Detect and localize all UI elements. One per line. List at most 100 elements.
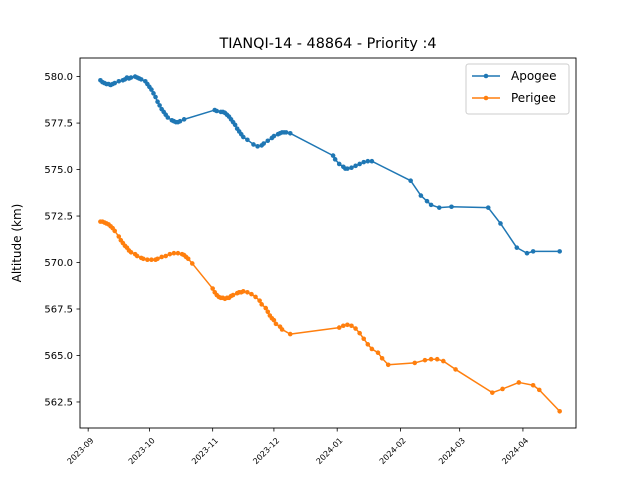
data-point-perigee <box>265 309 271 315</box>
data-point-perigee <box>230 292 236 298</box>
y-tick-label: 570.0 <box>44 258 73 269</box>
data-point-apogee <box>240 134 246 140</box>
y-axis-label: Altitude (km) <box>10 204 24 283</box>
data-point-perigee <box>116 234 122 239</box>
data-point-apogee <box>165 115 171 120</box>
y-tick-label: 577.5 <box>44 119 73 130</box>
y-tick-label: 572.5 <box>44 212 73 223</box>
data-point-perigee <box>287 331 293 337</box>
data-point-perigee <box>500 386 505 392</box>
legend-label: Apogee <box>511 69 557 83</box>
data-point-perigee <box>145 257 150 263</box>
legend-label: Perigee <box>511 91 556 105</box>
data-point-perigee <box>365 342 371 347</box>
y-tick-label: 565.0 <box>44 351 73 362</box>
y-axis: 562.5 565.0 567.5 570.0 572.5 575.0 577.5 580.0 <box>44 72 80 408</box>
data-point-perigee <box>412 360 418 366</box>
legend-swatch-marker <box>483 73 489 79</box>
data-point-perigee <box>453 367 458 372</box>
plot-series-group <box>98 74 562 414</box>
data-point-apogee <box>214 108 220 114</box>
data-point-apogee <box>265 138 271 144</box>
data-point-apogee <box>232 122 238 128</box>
data-point-perigee <box>336 325 342 330</box>
data-point-apogee <box>255 144 260 149</box>
data-point-apogee <box>128 75 134 80</box>
data-point-apogee <box>557 249 562 254</box>
data-point-apogee <box>271 133 277 139</box>
data-point-perigee <box>361 336 367 342</box>
data-point-perigee <box>341 323 346 329</box>
y-tick-label: 580.0 <box>44 72 73 83</box>
series-apogee <box>98 74 562 256</box>
data-point-perigee <box>128 250 134 255</box>
legend-item-apogee: Apogee <box>472 69 557 83</box>
data-point-perigee <box>490 390 495 395</box>
data-point-perigee <box>253 294 258 300</box>
data-point-perigee <box>279 327 285 332</box>
data-point-apogee <box>155 99 160 104</box>
data-point-perigee <box>189 261 195 266</box>
data-point-apogee <box>138 77 144 82</box>
data-point-perigee <box>163 253 169 259</box>
data-point-perigee <box>353 326 358 331</box>
series-perigee <box>98 219 562 414</box>
data-point-apogee <box>357 161 362 167</box>
data-point-perigee <box>149 257 154 263</box>
data-point-apogee <box>157 103 162 108</box>
data-point-apogee <box>177 118 183 124</box>
data-point-apogee <box>149 87 154 92</box>
data-point-perigee <box>349 323 354 329</box>
data-point-perigee <box>441 358 446 364</box>
data-point-perigee <box>210 286 215 291</box>
data-point-apogee <box>498 221 503 226</box>
data-point-apogee <box>116 78 122 84</box>
data-point-perigee <box>530 382 536 388</box>
data-point-perigee <box>557 408 562 414</box>
data-point-apogee <box>361 159 367 165</box>
data-point-apogee <box>112 80 117 86</box>
data-point-perigee <box>259 302 264 307</box>
data-point-perigee <box>155 256 160 262</box>
data-point-perigee <box>140 256 146 262</box>
data-point-perigee <box>369 346 375 352</box>
data-point-perigee <box>379 355 385 361</box>
data-point-perigee <box>185 256 191 262</box>
data-point-perigee <box>257 298 262 303</box>
data-point-perigee <box>273 321 279 327</box>
data-point-apogee <box>418 193 424 198</box>
data-point-apogee <box>283 130 289 135</box>
data-point-perigee <box>171 250 177 256</box>
data-point-apogee <box>485 205 491 210</box>
data-point-apogee <box>514 245 520 250</box>
data-point-apogee <box>530 249 536 254</box>
data-point-apogee <box>245 137 250 143</box>
data-point-apogee <box>345 166 350 171</box>
data-point-apogee <box>332 157 338 162</box>
data-point-apogee <box>436 205 442 210</box>
data-point-perigee <box>536 387 542 393</box>
data-point-apogee <box>261 141 267 146</box>
plot-area-frame <box>79 57 577 429</box>
data-point-perigee <box>434 356 440 362</box>
y-tick-label: 575.0 <box>44 165 73 176</box>
data-point-perigee <box>271 317 277 323</box>
data-point-perigee <box>357 330 362 336</box>
data-point-apogee <box>336 161 342 167</box>
data-point-perigee <box>375 350 381 356</box>
data-point-apogee <box>369 158 375 164</box>
legend-swatch-marker <box>483 95 489 101</box>
data-point-perigee <box>112 228 117 234</box>
data-point-perigee <box>175 250 181 256</box>
legend: Apogee Perigee <box>465 63 570 115</box>
data-point-perigee <box>245 289 250 295</box>
data-point-perigee <box>345 322 350 328</box>
data-point-perigee <box>263 305 269 311</box>
data-point-perigee <box>428 356 434 362</box>
legend-item-perigee: Perigee <box>472 91 556 105</box>
data-point-apogee <box>181 117 187 122</box>
chart-title: TIANQI-14 - 48864 - Priority :4 <box>219 36 437 52</box>
data-point-perigee <box>422 357 428 363</box>
y-tick-label: 567.5 <box>44 305 73 316</box>
